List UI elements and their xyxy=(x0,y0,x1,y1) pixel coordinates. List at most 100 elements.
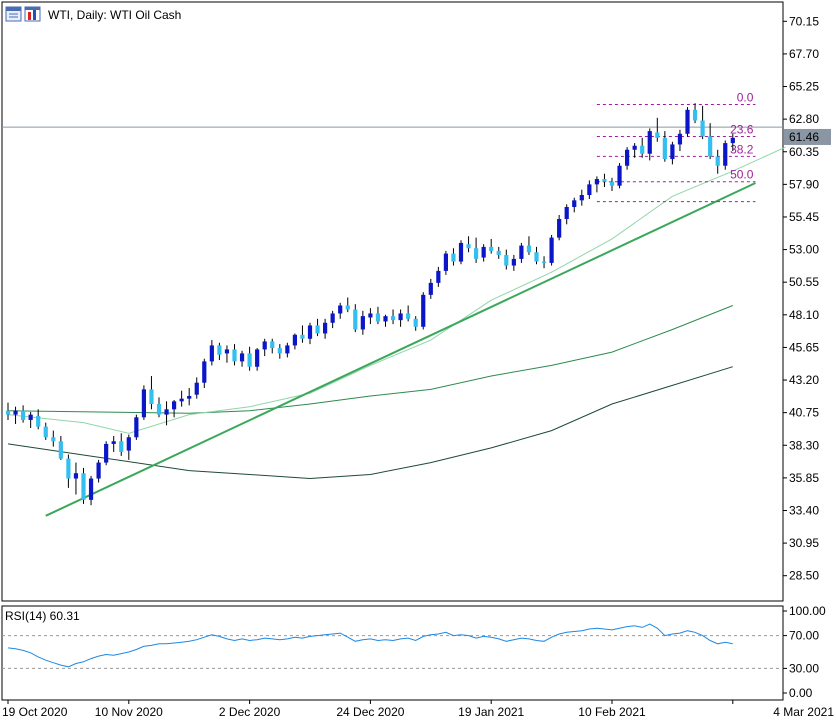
price-axis-label: 33.40 xyxy=(789,503,819,517)
price-axis-label: 45.65 xyxy=(789,340,819,354)
time-axis-label: 19 Jan 2021 xyxy=(458,705,524,719)
candle-body xyxy=(730,137,735,144)
time-axis-label: 4 Mar 2021 xyxy=(773,705,834,719)
candle-body xyxy=(172,401,177,410)
time-axis-label: 10 Nov 2020 xyxy=(95,705,163,719)
candle-body xyxy=(421,294,426,327)
candle-body xyxy=(519,245,524,259)
candle-body xyxy=(73,473,79,479)
candle-body xyxy=(443,253,448,271)
fib-level-label: 0.0 xyxy=(737,90,754,104)
candle-body xyxy=(708,136,713,157)
candle-body xyxy=(141,389,146,418)
price-axis-label: 50.55 xyxy=(789,275,819,289)
candle-body xyxy=(247,353,252,367)
candle-body xyxy=(715,156,720,166)
candle-body xyxy=(104,443,109,463)
candle-body xyxy=(164,409,169,415)
price-axis-label: 62.80 xyxy=(789,112,819,126)
candle-body xyxy=(436,270,441,283)
candle-body xyxy=(43,426,48,438)
chart-icon xyxy=(24,6,41,22)
candle-body xyxy=(119,441,124,452)
candle-body xyxy=(549,237,554,263)
rsi-axis-label: 100.00 xyxy=(789,604,826,618)
rsi-axis-label: 30.00 xyxy=(789,661,819,675)
candle-body xyxy=(511,258,516,266)
candle-body xyxy=(255,349,260,367)
rsi-axis-label: 70.00 xyxy=(789,629,819,643)
price-axis-label: 60.35 xyxy=(789,145,819,159)
window-icon xyxy=(5,6,22,22)
candle-body xyxy=(262,341,267,350)
rsi-chart-frame xyxy=(1,605,784,701)
rsi-line xyxy=(7,623,733,668)
candle-body xyxy=(557,218,562,238)
candle-body xyxy=(209,345,214,362)
candle-body xyxy=(292,334,297,346)
candle-body xyxy=(345,305,350,310)
candle-body xyxy=(451,253,456,262)
rsi-label: RSI(14) 60.31 xyxy=(5,609,80,623)
candle-body xyxy=(300,334,305,339)
candle-body xyxy=(232,349,237,362)
candle-body xyxy=(315,325,320,334)
candle-body xyxy=(662,137,667,160)
ma-slow-line xyxy=(7,366,733,480)
candle-body xyxy=(594,179,599,185)
candle-body xyxy=(360,316,365,330)
candle-body xyxy=(285,345,290,354)
candle-body xyxy=(58,441,63,459)
candle-body xyxy=(572,200,577,207)
candle-body xyxy=(504,254,509,266)
candle-body xyxy=(564,206,569,219)
candle-body xyxy=(383,316,388,322)
price-axis-label: 38.30 xyxy=(789,438,819,452)
candle-body xyxy=(579,195,584,201)
last-price-label: 61.46 xyxy=(789,130,819,144)
candle-body xyxy=(96,462,101,479)
candle-body xyxy=(81,473,86,500)
candle-body xyxy=(330,313,335,323)
price-axis-label: 28.50 xyxy=(789,569,819,583)
candle-body xyxy=(270,341,275,349)
candle-body xyxy=(609,181,615,186)
candle-body xyxy=(685,109,690,134)
candle-body xyxy=(217,345,222,355)
price-axis-label: 43.20 xyxy=(789,373,819,387)
candle-body xyxy=(640,145,645,154)
candle-body xyxy=(677,133,683,145)
candle-body xyxy=(353,309,358,330)
price-axis-label: 48.10 xyxy=(789,308,819,322)
candle-body xyxy=(307,325,313,339)
candle-body xyxy=(692,109,698,121)
price-axis-label: 65.25 xyxy=(789,80,819,94)
candle-body xyxy=(5,410,11,415)
candle-body xyxy=(413,318,418,327)
candle-body xyxy=(466,244,471,249)
candle-body xyxy=(111,441,116,444)
candle-body xyxy=(647,131,652,154)
price-axis-label: 35.85 xyxy=(789,471,819,485)
candle-body xyxy=(28,414,33,420)
candle-body xyxy=(375,313,381,322)
candle-body xyxy=(36,415,41,427)
time-axis-label: 10 Feb 2021 xyxy=(578,705,646,719)
price-axis-label: 70.15 xyxy=(789,14,819,28)
candle-body xyxy=(428,282,433,295)
fib-level-label: 23.6 xyxy=(730,122,754,136)
candle-body xyxy=(66,458,71,479)
candle-body xyxy=(602,179,607,182)
candle-body xyxy=(481,246,486,258)
main-chart-frame xyxy=(1,1,784,602)
candle-body xyxy=(88,478,94,500)
candle-body xyxy=(21,410,26,420)
trendline xyxy=(45,182,756,517)
last-price-box xyxy=(784,128,831,145)
time-axis-label: 24 Dec 2020 xyxy=(336,705,404,719)
candle-body xyxy=(489,246,494,251)
fib-level-label: 50.0 xyxy=(730,168,754,182)
candle-body xyxy=(368,313,373,318)
